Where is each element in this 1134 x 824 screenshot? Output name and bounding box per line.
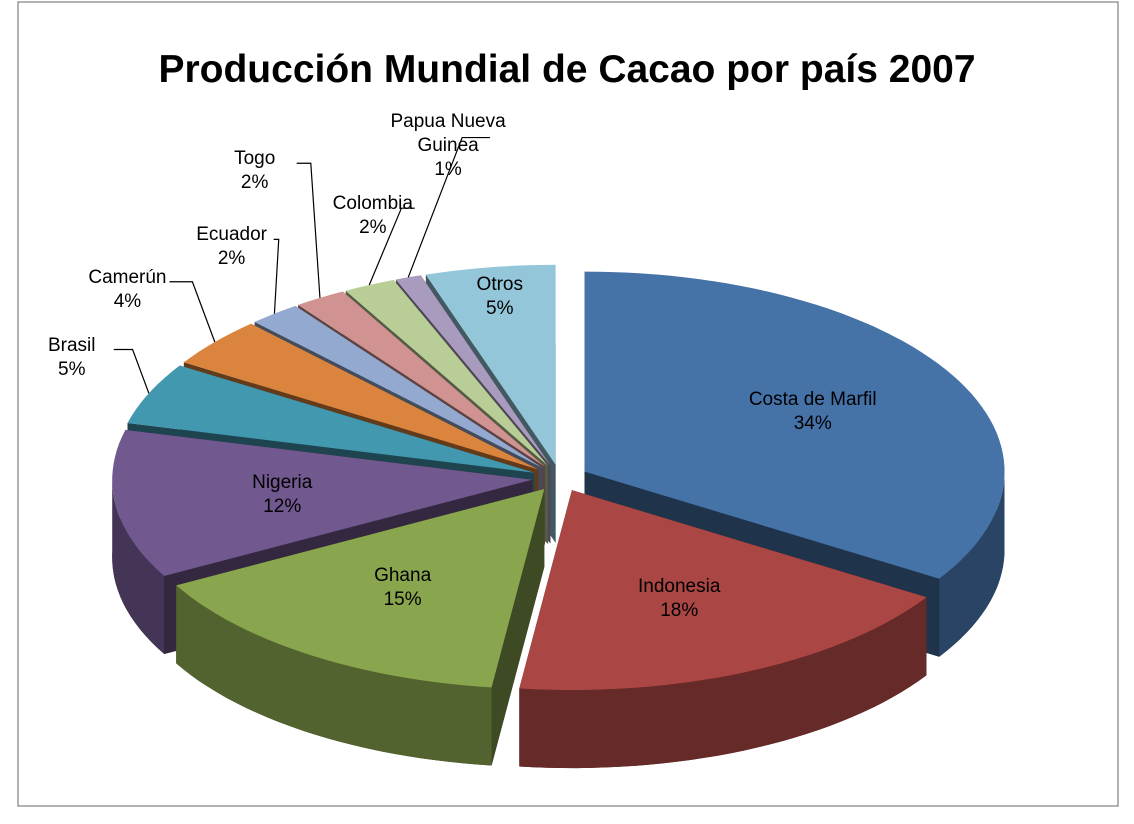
label-value: 12% (263, 495, 302, 517)
slice (176, 489, 545, 688)
slice (127, 365, 535, 473)
slice (298, 291, 545, 467)
label-name: Togo (234, 148, 276, 170)
slice-outer-wall (176, 585, 492, 766)
data-label: Togo 2% (234, 147, 275, 195)
label-name: Otros (476, 273, 523, 295)
data-label: Indonesia 18% (638, 575, 720, 623)
slice (112, 429, 533, 576)
label-name: Colombia (332, 193, 413, 215)
slice (345, 280, 549, 466)
label-name: Ecuador (196, 224, 267, 246)
slice (425, 264, 556, 465)
leader-line (368, 207, 415, 286)
leader-line (273, 238, 280, 314)
slice (183, 323, 539, 470)
label-value: 34% (793, 412, 832, 434)
label-name: Ghana (374, 565, 432, 587)
label-name: Nigeria (252, 471, 313, 493)
label-value: 1% (434, 158, 462, 180)
label-value: 15% (383, 589, 422, 611)
leader-line (407, 136, 491, 278)
data-label: Camerún 4% (88, 266, 166, 314)
data-label: Ecuador 2% (196, 223, 267, 271)
data-label: Brasil 5% (48, 334, 96, 382)
label-name: Costa de Marfil (748, 388, 877, 410)
slice (519, 490, 927, 691)
data-label: Otros 5% (477, 273, 523, 321)
label-value: 2% (359, 217, 387, 239)
label-name: Brasil (47, 334, 96, 356)
label-value: 4% (113, 290, 142, 312)
label-name: Camerún (88, 266, 167, 288)
slice (584, 271, 1005, 579)
slice (395, 275, 551, 466)
label-value: 5% (486, 297, 514, 319)
leader-line (169, 281, 216, 343)
label-value: 2% (217, 248, 246, 270)
label-value: 5% (58, 358, 86, 380)
data-label: Costa de Marfil 34% (749, 388, 877, 436)
label-value: 18% (660, 599, 699, 621)
label-name: Indonesia (638, 575, 721, 597)
slice-outer-wall (112, 479, 165, 654)
label-name: Papua Nueva Guinea (390, 110, 506, 156)
slice-outer-wall (939, 471, 1005, 657)
data-label: Papua Nueva Guinea 1% (378, 110, 518, 182)
data-label: Ghana 15% (374, 564, 431, 612)
slice (254, 305, 543, 468)
slice-outer-wall (519, 597, 927, 769)
leader-line (296, 162, 321, 298)
data-label: Nigeria 12% (252, 471, 312, 519)
leader-line (113, 348, 150, 394)
label-value: 2% (240, 172, 269, 194)
chart-title: Producción Mundial de Cacao por país 200… (158, 48, 976, 91)
data-label: Colombia 2% (333, 192, 413, 240)
